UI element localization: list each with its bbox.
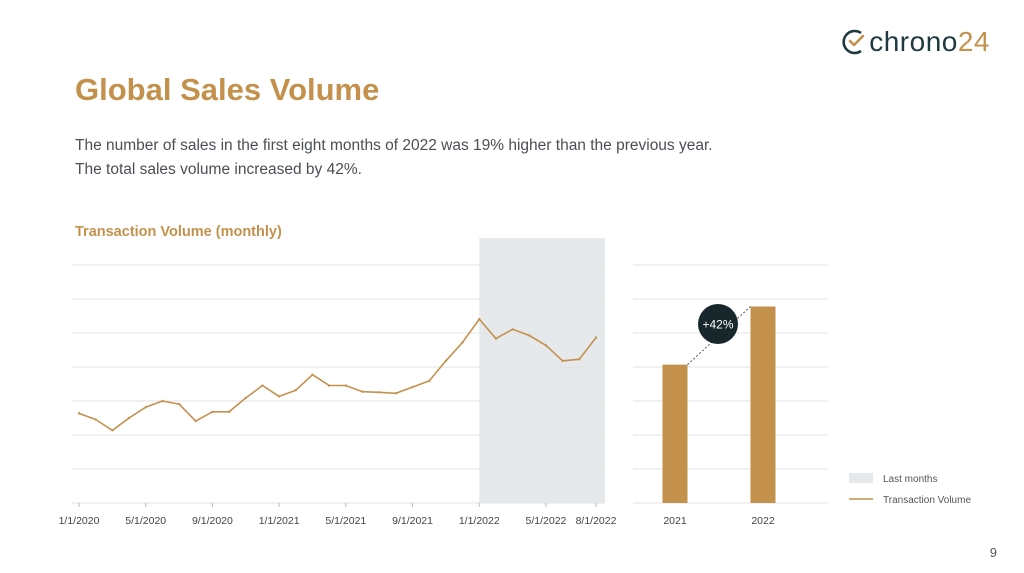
- bar-2022: [750, 306, 776, 503]
- transaction-volume-point: [227, 410, 231, 414]
- x-tick-label: 5/1/2022: [526, 515, 567, 527]
- legend-label-last-months: Last months: [883, 474, 937, 485]
- chart-title: Transaction Volume (monthly): [75, 224, 282, 240]
- subtitle-line: The number of sales in the first eight m…: [75, 137, 713, 154]
- x-tick-label: 1/1/2020: [59, 515, 100, 527]
- transaction-volume-point: [211, 410, 214, 414]
- page-number: 9: [989, 545, 997, 560]
- x-tick-label: 5/1/2021: [325, 515, 366, 527]
- logo-text: chrono24: [869, 26, 990, 58]
- transaction-volume-point: [261, 384, 264, 387]
- transaction-volume-point: [511, 328, 514, 331]
- transaction-volume-point: [277, 395, 281, 398]
- transaction-volume-point: [494, 337, 498, 340]
- transaction-volume-point: [461, 341, 464, 344]
- transaction-volume-point: [428, 379, 431, 383]
- transaction-volume-point: [161, 399, 164, 403]
- growth-badge-label: +42%: [702, 318, 733, 332]
- x-tick-label: 1/1/2021: [259, 515, 300, 527]
- x-tick-label: 9/1/2020: [192, 515, 233, 527]
- page-title: Global Sales Volume: [75, 72, 380, 107]
- subtitle: The number of sales in the first eight m…: [75, 134, 775, 182]
- transaction-volume-point: [594, 336, 598, 339]
- x-tick-label: 9/1/2021: [392, 515, 433, 527]
- transaction-volume-point: [77, 412, 81, 415]
- transaction-volume-point: [194, 419, 197, 423]
- transaction-volume-point: [311, 373, 314, 376]
- transaction-volume-point: [94, 418, 97, 421]
- legend-shade-swatch: [849, 473, 873, 483]
- transaction-volume-point: [444, 359, 448, 363]
- x-tick-label: 8/1/2022: [576, 515, 617, 527]
- logo-text-24: 24: [957, 26, 990, 57]
- transaction-volume-point: [294, 388, 298, 392]
- transaction-volume-point: [394, 392, 398, 395]
- transaction-volume-point: [344, 384, 348, 387]
- legend-label-transaction-volume: Transaction Volume: [883, 495, 971, 506]
- x-tick-label: 5/1/2020: [125, 515, 166, 527]
- transaction-volume-line: [78, 318, 597, 432]
- transaction-volume-point: [411, 385, 414, 389]
- bar-category-label: 2021: [663, 515, 687, 527]
- transaction-volume-point: [111, 429, 114, 432]
- transaction-volume-point: [377, 391, 381, 394]
- transaction-volume-point: [177, 402, 181, 406]
- transaction-volume-point: [327, 384, 331, 387]
- subtitle-line: The total sales volume increased by 42%.: [75, 161, 362, 178]
- transaction-volume-point: [544, 344, 548, 347]
- transaction-volume-point: [144, 405, 147, 409]
- transaction-volume-point: [244, 396, 247, 400]
- clock-logo-icon: [842, 29, 865, 55]
- last-months-shade: [479, 238, 605, 503]
- bar-category-label: 2022: [751, 515, 775, 527]
- transaction-volume-point: [561, 359, 564, 363]
- bar-2021: [662, 364, 688, 503]
- transaction-volume-point: [578, 358, 581, 361]
- transaction-volume-point: [478, 317, 481, 321]
- growth-badge: [698, 304, 738, 344]
- logo-text-chrono: chrono: [869, 26, 958, 57]
- transaction-volume-point: [361, 390, 364, 393]
- chrono24-logo: chrono24: [841, 22, 990, 62]
- transaction-volume-point: [127, 416, 131, 420]
- transaction-volume-point: [528, 334, 531, 337]
- x-tick-label: 1/1/2022: [459, 515, 500, 527]
